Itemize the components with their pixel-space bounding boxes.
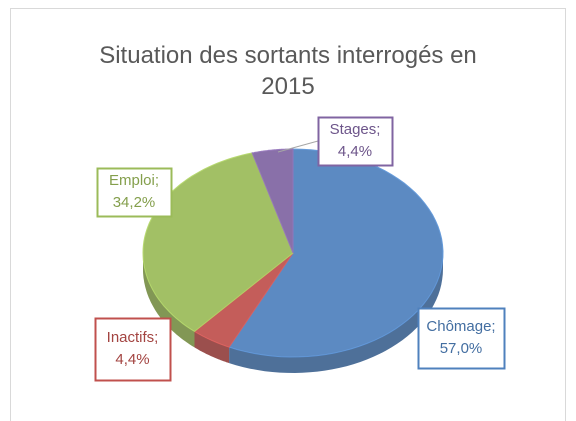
data-label-box (417, 307, 506, 370)
data-label: 34,2% (113, 194, 156, 211)
data-label-category: Stages; (330, 121, 381, 138)
chart-title: Situation des sortants interrogés en 201… (99, 42, 477, 100)
data-label: 4,4% (338, 143, 372, 160)
data-label-category: Inactifs; (107, 329, 159, 346)
slice-side (194, 331, 230, 364)
data-label-category: Emploi; (109, 172, 159, 189)
slice (251, 148, 294, 254)
slice-side (143, 253, 195, 348)
data-label-box (94, 317, 172, 382)
data-label: 57,0% (440, 340, 483, 357)
slice-side (229, 253, 443, 373)
data-label-category: Chômage; (426, 318, 495, 335)
leader-line (277, 140, 319, 153)
slice (193, 252, 294, 348)
data-label-box (317, 116, 394, 167)
data-label-box (96, 167, 173, 218)
data-label: 4,4% (115, 351, 149, 368)
slice (142, 152, 294, 333)
